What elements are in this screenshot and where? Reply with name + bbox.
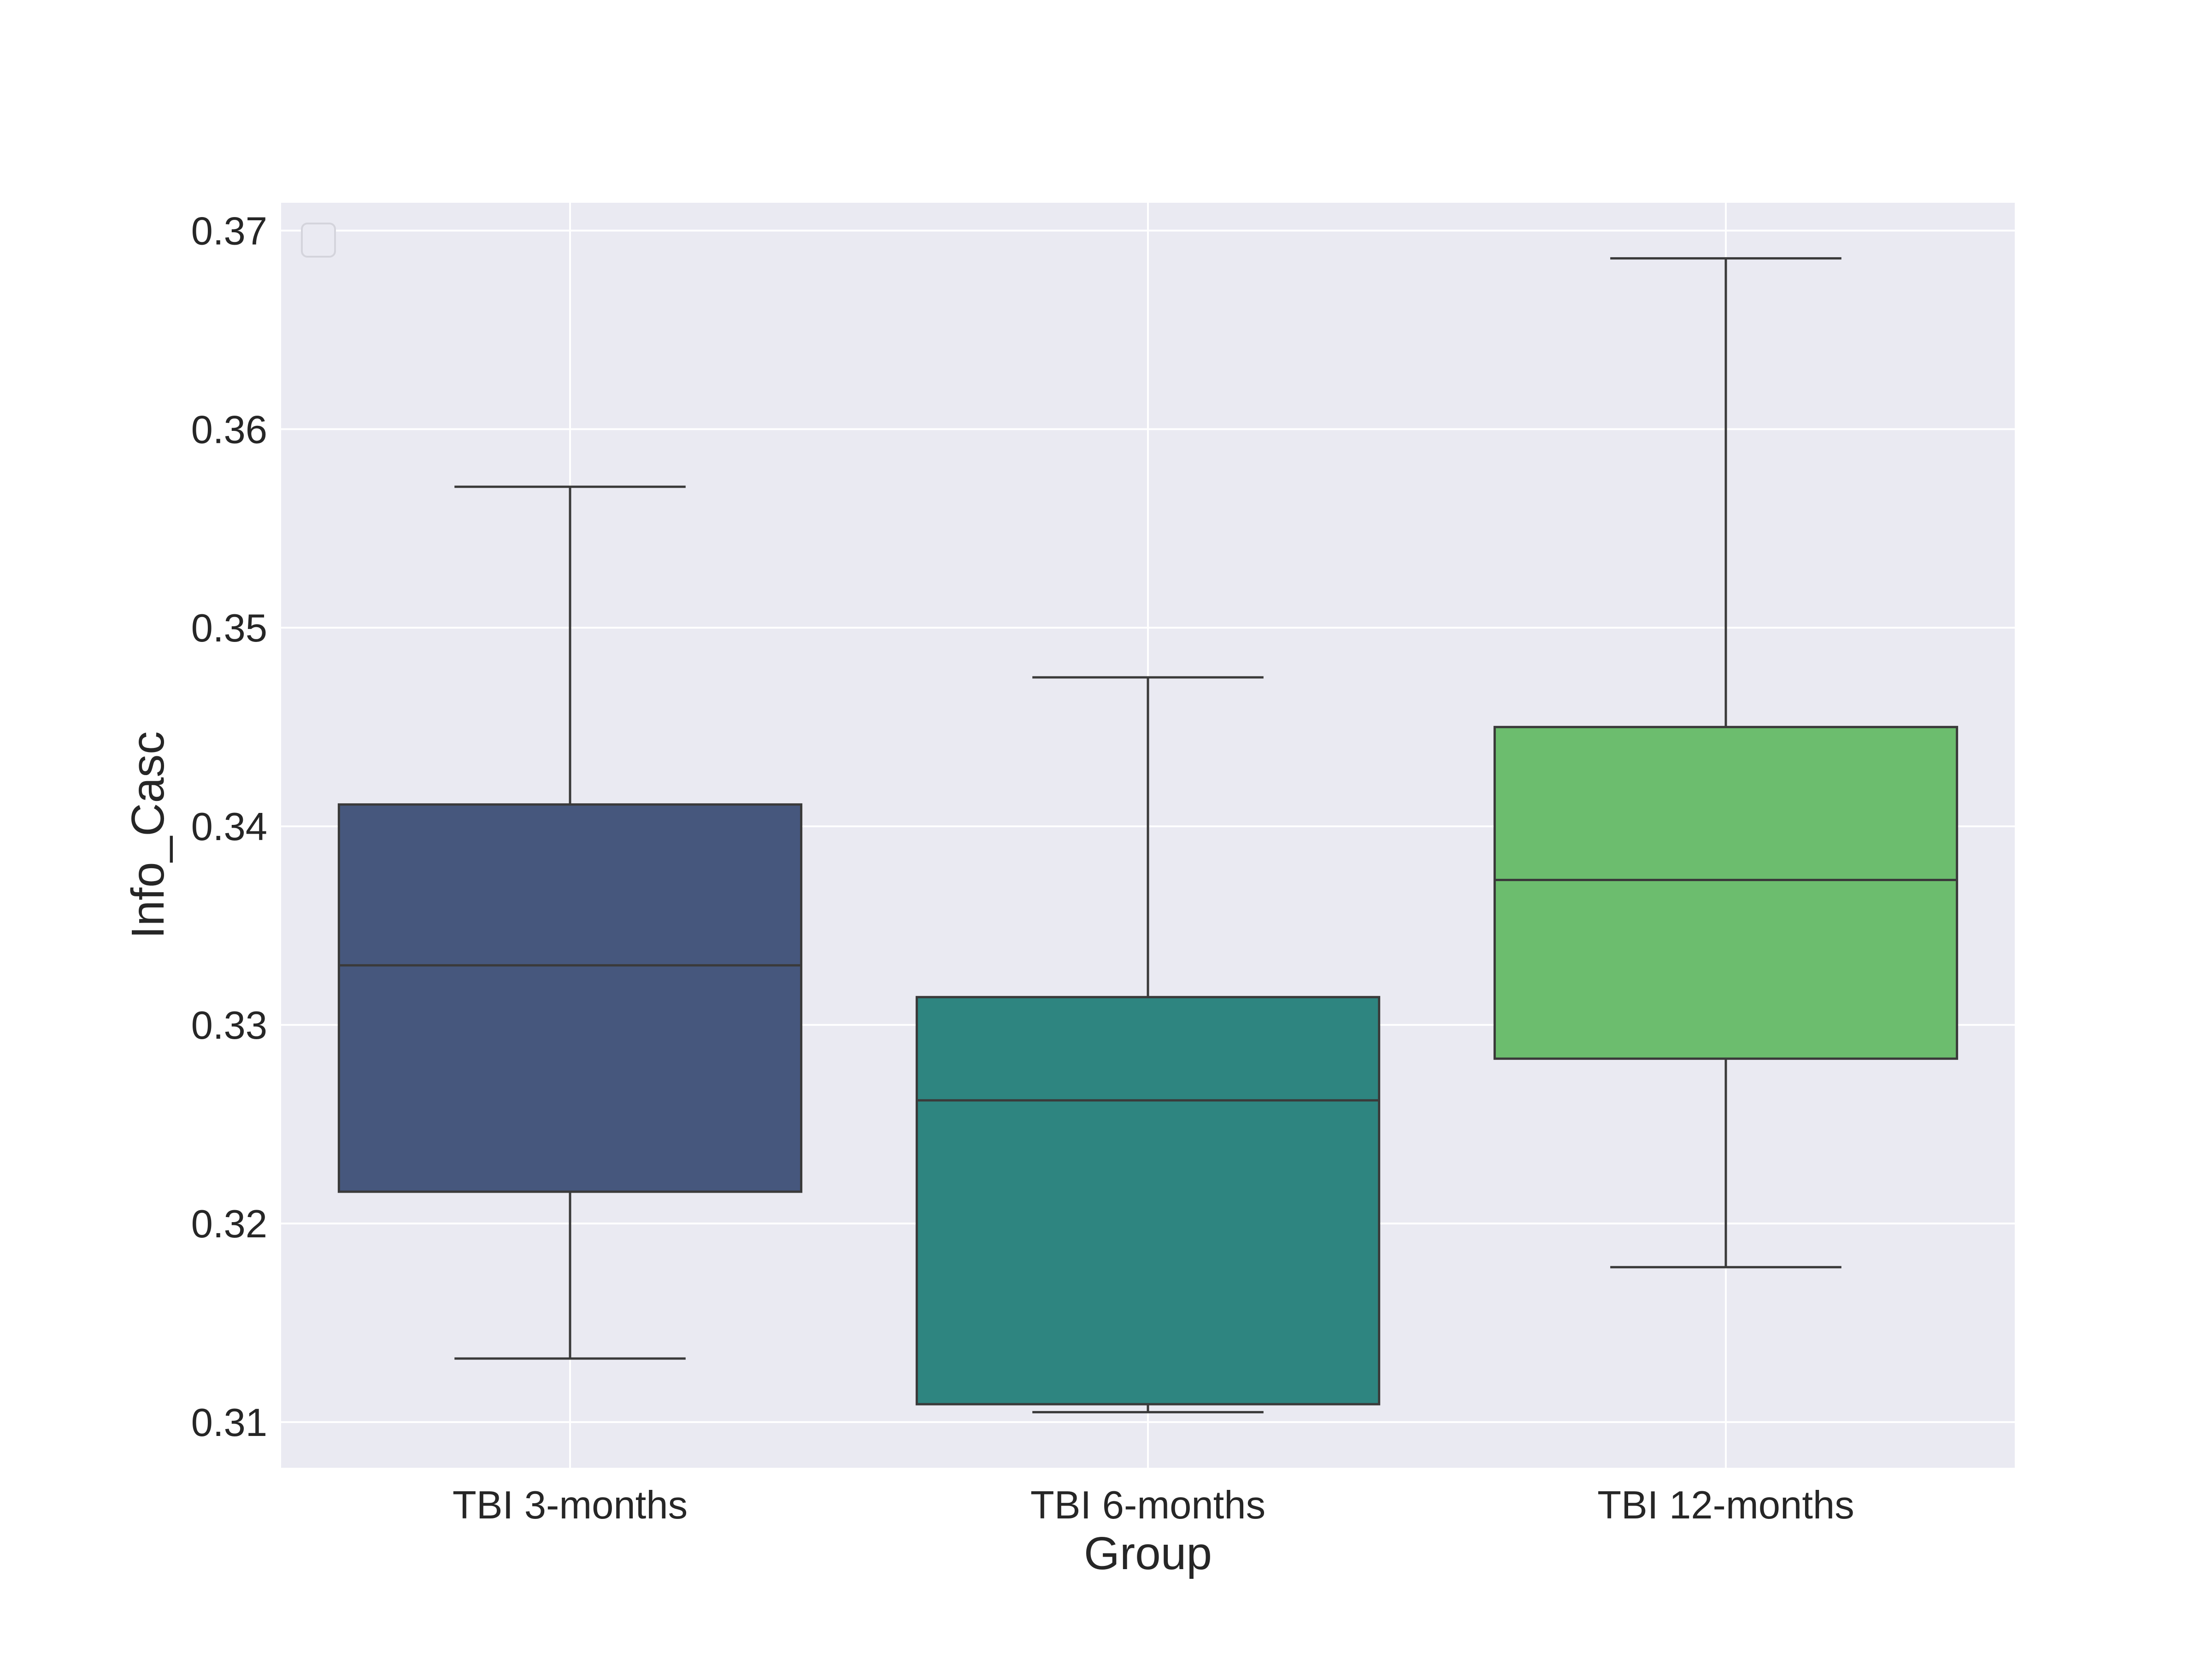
y-tick-label: 0.31	[191, 1401, 267, 1445]
y-axis-title: Info_Casc	[122, 731, 174, 939]
iqr-box	[915, 996, 1381, 1406]
y-tick-label: 0.36	[191, 408, 267, 452]
y-tick-label: 0.33	[191, 1004, 267, 1047]
x-tick-label: TBI 6-months	[1030, 1483, 1265, 1527]
box-1	[337, 485, 803, 1360]
y-tick-label: 0.35	[191, 606, 267, 650]
y-tick-label: 0.34	[191, 805, 267, 849]
x-tick-label: TBI 3-months	[453, 1483, 688, 1527]
y-tick-label: 0.37	[191, 209, 267, 253]
x-axis-title: Group	[1084, 1528, 1212, 1579]
y-axis-ticks: 0.31 0.32 0.33 0.34 0.35 0.36 0.37	[191, 209, 267, 1445]
x-tick-label: TBI 12-months	[1597, 1483, 1854, 1527]
y-tick-label: 0.32	[191, 1202, 267, 1246]
iqr-box	[337, 803, 803, 1193]
box-3	[1493, 257, 1959, 1269]
iqr-box	[1493, 726, 1959, 1060]
boxes	[337, 257, 1959, 1413]
box-2	[915, 676, 1381, 1413]
x-axis-ticks: TBI 3-months TBI 6-months TBI 12-months	[453, 1483, 1854, 1527]
legend-box	[301, 223, 336, 258]
